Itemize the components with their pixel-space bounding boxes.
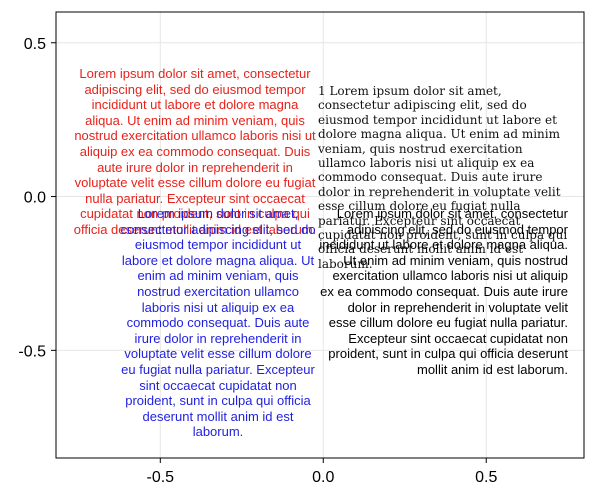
- serif-left-text: 1 Lorem ipsum dolor sit amet, consectetu…: [318, 84, 568, 271]
- x-tick-label-2: 0.5: [475, 469, 497, 486]
- black-right-text: Lorem ipsum dolor sit amet, consectetur …: [319, 206, 568, 377]
- y-tick-label-2: 0.5: [24, 36, 46, 53]
- y-tick-label-0: -0.5: [18, 343, 46, 360]
- blue-center-text: Lorem ipsum dolor sit amet, consectetur …: [120, 206, 316, 440]
- axis-ticks: [51, 42, 487, 463]
- x-tick-label-1: 0.0: [312, 469, 334, 486]
- plot-frame: [55, 11, 585, 459]
- red-center-text: Lorem ipsum dolor sit amet, consectetur …: [73, 66, 317, 237]
- grid-lines: [56, 12, 584, 458]
- y-tick-label-1: 0.0: [24, 190, 46, 207]
- x-tick-label-0: -0.5: [147, 469, 175, 486]
- axis-tick-labels: -0.5 0.0 0.5 -0.5 0.0 0.5: [18, 36, 497, 486]
